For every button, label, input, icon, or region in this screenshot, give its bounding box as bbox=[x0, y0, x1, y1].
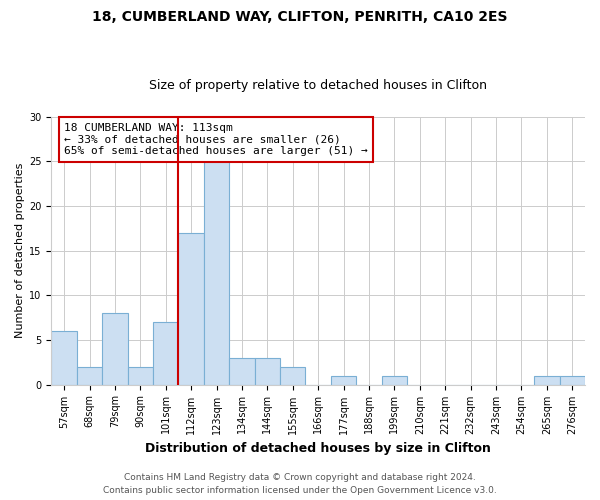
Bar bbox=[128, 366, 153, 384]
Bar bbox=[534, 376, 560, 384]
Bar bbox=[77, 366, 102, 384]
Text: Contains HM Land Registry data © Crown copyright and database right 2024.
Contai: Contains HM Land Registry data © Crown c… bbox=[103, 474, 497, 495]
Bar bbox=[560, 376, 585, 384]
X-axis label: Distribution of detached houses by size in Clifton: Distribution of detached houses by size … bbox=[145, 442, 491, 455]
Bar bbox=[331, 376, 356, 384]
Bar bbox=[52, 331, 77, 384]
Bar bbox=[178, 233, 204, 384]
Bar bbox=[229, 358, 254, 384]
Title: Size of property relative to detached houses in Clifton: Size of property relative to detached ho… bbox=[149, 79, 487, 92]
Text: 18 CUMBERLAND WAY: 113sqm
← 33% of detached houses are smaller (26)
65% of semi-: 18 CUMBERLAND WAY: 113sqm ← 33% of detac… bbox=[64, 123, 368, 156]
Bar bbox=[153, 322, 178, 384]
Bar bbox=[280, 366, 305, 384]
Text: 18, CUMBERLAND WAY, CLIFTON, PENRITH, CA10 2ES: 18, CUMBERLAND WAY, CLIFTON, PENRITH, CA… bbox=[92, 10, 508, 24]
Bar bbox=[254, 358, 280, 384]
Bar bbox=[102, 313, 128, 384]
Bar bbox=[204, 162, 229, 384]
Y-axis label: Number of detached properties: Number of detached properties bbox=[15, 163, 25, 338]
Bar bbox=[382, 376, 407, 384]
